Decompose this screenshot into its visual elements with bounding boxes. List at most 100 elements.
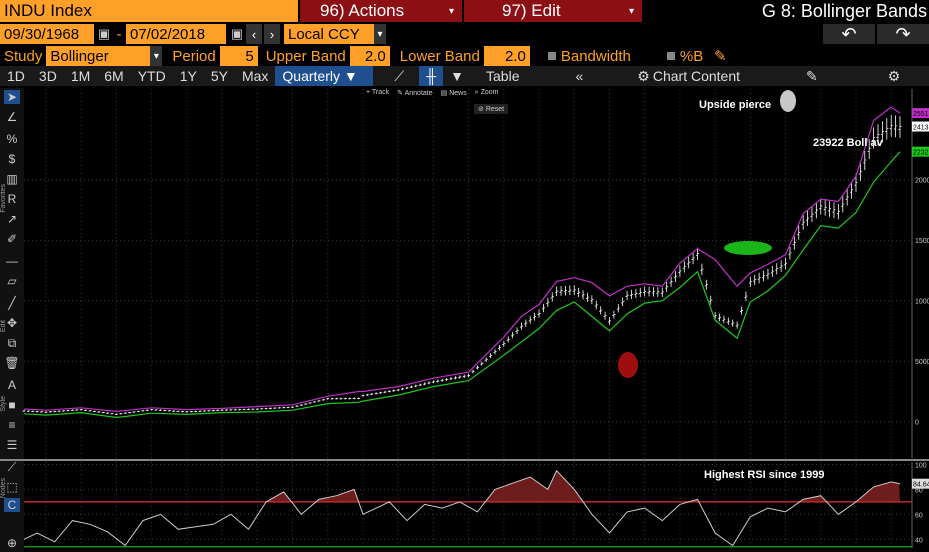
node-icon[interactable]: ⟋ <box>7 459 17 474</box>
gear-icon[interactable]: ⚙ <box>887 67 901 84</box>
rsi-last-value-label: 84.64 <box>913 482 929 489</box>
chevron-down-icon[interactable]: ▼ <box>450 68 465 84</box>
dollar-icon[interactable]: $ <box>8 152 16 166</box>
edit-menu[interactable]: 97) Edit ▾ <box>464 0 642 22</box>
y-tick-label: 10000 <box>915 299 929 306</box>
bar-chart-icon[interactable]: ╫ <box>419 66 444 86</box>
ticker-field[interactable]: INDU Index <box>0 0 298 22</box>
currency-field[interactable]: Local CCY <box>284 24 374 44</box>
lower-band-label: Lower Band <box>399 47 480 65</box>
arrow-icon[interactable]: ↗ <box>6 212 18 226</box>
pctb-checkbox[interactable]: %B <box>637 46 709 66</box>
next-arrow-icon[interactable]: › <box>264 24 280 44</box>
reset-label: Reset <box>485 106 505 113</box>
rsi-last-value-badge <box>912 478 929 489</box>
news-label: News <box>449 90 467 97</box>
upper-last-value-label: 2551 <box>913 111 929 118</box>
news-button[interactable]: ▤ News <box>440 90 467 97</box>
upper-band-input[interactable]: 2.0 <box>349 46 390 66</box>
line-chart-icon[interactable]: ⟋ <box>394 67 405 84</box>
annotate-label: Annotate <box>404 90 433 97</box>
range-1m[interactable]: 1M <box>70 68 91 84</box>
pctb-label: %B <box>679 47 704 65</box>
lower-band-input[interactable]: 2.0 <box>483 46 530 66</box>
support-marker <box>724 241 772 255</box>
line-weight-icon[interactable]: ☰ <box>6 438 18 452</box>
y-tick-label: 5000 <box>915 359 929 366</box>
chart-content-button[interactable]: ⚙ Chart Content <box>630 66 747 86</box>
node-plus-icon[interactable]: ⊕ <box>6 536 18 550</box>
move-icon[interactable]: ✥ <box>6 316 18 330</box>
prev-arrow-icon[interactable]: ‹ <box>246 24 262 44</box>
start-date-field[interactable]: 09/30/1968 <box>0 24 94 44</box>
date-separator: - <box>116 25 122 43</box>
reset-button[interactable]: ⊘ Reset <box>474 104 509 114</box>
price-last-value-label: 2413 <box>913 125 929 132</box>
collapse-icon[interactable]: « <box>575 68 584 84</box>
table-button[interactable]: Table <box>486 68 520 84</box>
y-tick-label: 20000 <box>915 178 929 185</box>
trendline-icon[interactable]: ∠ <box>6 110 18 124</box>
study-select[interactable]: Bollinger <box>46 46 151 66</box>
node-edit-icon[interactable]: ⬚ <box>6 480 18 494</box>
undo-icon[interactable]: ↶ <box>823 24 875 44</box>
date-bar: 09/30/1968 ▣ - 07/02/2018 ▣ ‹ › Local CC… <box>0 24 929 44</box>
window-title: G 8: Bollinger Bands <box>761 0 927 21</box>
fib-icon[interactable]: ▥ <box>6 172 18 186</box>
period-input[interactable]: 5 <box>219 46 258 66</box>
node-c-icon[interactable]: C <box>4 498 20 512</box>
range-1d[interactable]: 1D <box>7 68 25 84</box>
calendar-icon[interactable]: ▣ <box>230 26 244 41</box>
chart-toolbar: 1D 3D 1M 6M YTD 1Y 5Y Max Quarterly ▼ ⟋ … <box>0 66 929 86</box>
actions-menu[interactable]: 96) Actions ▾ <box>300 0 462 22</box>
edit-chart-icon[interactable]: ✎ <box>806 67 818 84</box>
line-style-icon[interactable]: ≡ <box>8 418 16 432</box>
lower-band-line <box>23 151 901 419</box>
range-1y[interactable]: 1Y <box>179 68 197 84</box>
annotation-boll-average: 23922 Boll av <box>813 137 884 149</box>
range-3d[interactable]: 3D <box>38 68 57 84</box>
lower-last-value-label: 2232 <box>913 150 929 157</box>
chevron-down-icon[interactable]: ▾ <box>374 24 386 44</box>
percent-icon[interactable]: % <box>6 132 18 146</box>
redo-icon[interactable]: ↷ <box>877 24 929 44</box>
ray-icon[interactable]: R <box>7 192 17 206</box>
track-button[interactable]: + Track <box>366 89 390 96</box>
hline-icon[interactable]: — <box>6 254 18 268</box>
range-5y[interactable]: 5Y <box>210 68 228 84</box>
rsi-line <box>23 469 901 547</box>
actions-label: 96) Actions <box>320 1 405 20</box>
study-bar: Study Bollinger ▾ Period 5 Upper Band 2.… <box>0 46 929 66</box>
annotate-button[interactable]: ✎ Annotate <box>397 90 433 97</box>
range-ytd[interactable]: YTD <box>137 68 166 84</box>
chevron-down-icon: ▾ <box>448 5 454 17</box>
trash-icon[interactable]: 🗑 <box>4 356 20 370</box>
y-tick-label: 15000 <box>915 238 929 245</box>
header-bar: INDU Index 96) Actions ▾ 97) Edit ▾ G 8:… <box>0 0 929 22</box>
end-date-field[interactable]: 07/02/2018 <box>126 24 226 44</box>
range-max[interactable]: Max <box>241 68 269 84</box>
channel-icon[interactable]: ▱ <box>7 274 17 288</box>
range-6m[interactable]: 6M <box>104 68 124 84</box>
zoom-button[interactable]: ⌕ Zoom <box>474 89 499 96</box>
brush-icon[interactable]: ✐ <box>6 232 18 246</box>
pencil-icon[interactable]: ✎ <box>713 48 727 65</box>
annotation-upside-pierce: Upside pierce <box>699 99 771 111</box>
edit-label: 97) Edit <box>502 1 561 20</box>
lower-last-value-badge <box>912 146 929 157</box>
price-chart: 0 5000 10000 15000 20000 2551 2413 2232 <box>22 89 929 458</box>
chevron-down-icon[interactable]: ▾ <box>150 46 163 66</box>
frequency-select[interactable]: Quarterly ▼ <box>275 66 374 86</box>
checkbox-icon <box>547 52 556 60</box>
copy-icon[interactable]: ⧉ <box>7 335 17 350</box>
text-icon[interactable]: A <box>7 378 16 392</box>
upper-band-line <box>23 106 901 413</box>
checkbox-icon <box>666 52 675 60</box>
fill-color-icon[interactable]: ■ <box>8 398 16 412</box>
bandwidth-checkbox[interactable]: Bandwidth <box>534 46 637 66</box>
cursor-icon[interactable]: ➤ <box>4 90 20 104</box>
line-tool-icon[interactable]: ╱ <box>8 296 16 310</box>
track-label: Track <box>371 89 390 96</box>
calendar-icon[interactable]: ▣ <box>97 26 111 41</box>
